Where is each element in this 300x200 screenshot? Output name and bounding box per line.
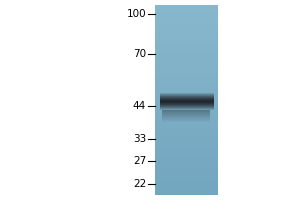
Text: 27: 27 [133, 156, 146, 166]
Text: 33: 33 [133, 134, 146, 144]
Text: 44: 44 [133, 101, 146, 111]
Text: 70: 70 [133, 49, 146, 59]
Text: 22: 22 [133, 179, 146, 189]
Text: 100: 100 [126, 9, 146, 19]
